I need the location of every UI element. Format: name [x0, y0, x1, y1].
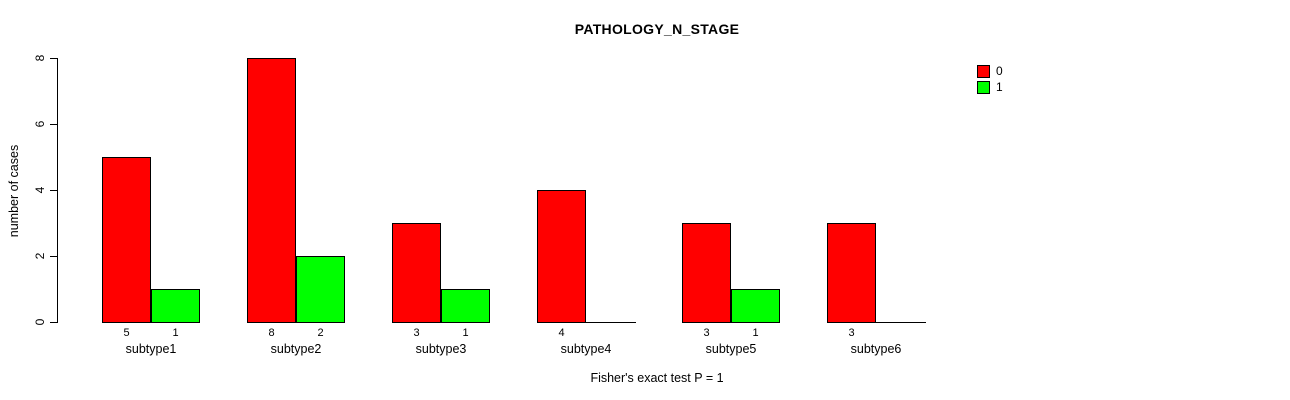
bar-subtype6-series-1: [876, 322, 926, 323]
category-label-subtype1: subtype1: [125, 342, 177, 356]
legend-swatch-1: [977, 80, 990, 94]
bar-subtype2-series-0: [247, 58, 296, 323]
bar-value-label-subtype1-0: 5: [123, 327, 130, 339]
chart-title: PATHOLOGY_N_STAGE: [574, 21, 740, 37]
bar-value-label-subtype3-1: 1: [462, 327, 469, 339]
bar-value-label-subtype4-0: 4: [558, 327, 565, 339]
bar-subtype1-series-1: [151, 289, 200, 323]
legend-item-0: 0: [977, 64, 1003, 78]
legend-swatch-0: [977, 64, 990, 78]
bar-subtype5-series-1: [731, 289, 780, 323]
bar-subtype5-series-0: [682, 223, 731, 323]
footnote-fisher-test: Fisher's exact test P = 1: [590, 371, 724, 385]
category-label-subtype5: subtype5: [705, 342, 757, 356]
category-label-subtype3: subtype3: [415, 342, 467, 356]
y-axis-tick: [50, 256, 57, 257]
y-axis-tick: [50, 124, 57, 125]
bar-value-label-subtype5-1: 1: [752, 327, 759, 339]
bar-subtype6-series-0: [827, 223, 876, 323]
category-label-subtype4: subtype4: [560, 342, 612, 356]
category-label-subtype6: subtype6: [850, 342, 902, 356]
bar-subtype4-series-1: [586, 322, 636, 323]
bar-subtype3-series-0: [392, 223, 441, 323]
y-axis-tick-label: 4: [33, 186, 47, 194]
bar-value-label-subtype6-0: 3: [848, 327, 855, 339]
bar-subtype3-series-1: [441, 289, 490, 323]
bar-value-label-subtype5-0: 3: [703, 327, 710, 339]
y-axis-tick: [50, 322, 57, 323]
bar-value-label-subtype2-0: 8: [268, 327, 275, 339]
bar-value-label-subtype2-1: 2: [317, 327, 324, 339]
y-axis-tick-label: 0: [33, 318, 47, 326]
y-axis-tick: [50, 58, 57, 59]
category-label-subtype2: subtype2: [270, 342, 322, 356]
legend-item-1: 1: [977, 80, 1003, 94]
y-axis-tick: [50, 190, 57, 191]
bar-subtype4-series-0: [537, 190, 586, 323]
legend-label-0: 0: [996, 64, 1003, 78]
y-axis-tick-label: 2: [33, 252, 47, 260]
bar-value-label-subtype3-0: 3: [413, 327, 420, 339]
y-axis-line: [57, 58, 58, 323]
y-axis-tick-label: 8: [33, 54, 47, 62]
bar-subtype1-series-0: [102, 157, 151, 323]
legend-label-1: 1: [996, 80, 1003, 94]
bar-subtype2-series-1: [296, 256, 345, 323]
bar-value-label-subtype1-1: 1: [172, 327, 179, 339]
y-axis-tick-label: 6: [33, 120, 47, 128]
